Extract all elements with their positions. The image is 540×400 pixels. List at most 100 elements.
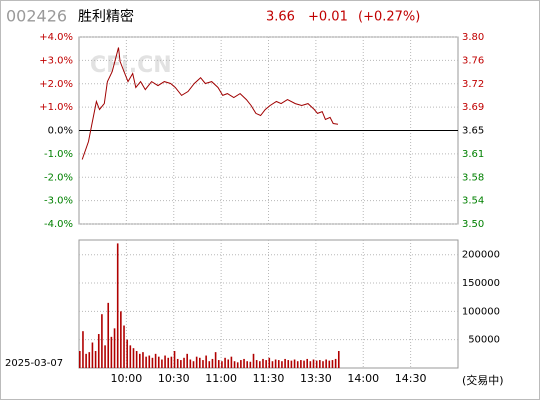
y2-tick-label: 3.69 bbox=[462, 102, 484, 113]
volume-bar bbox=[192, 361, 195, 368]
volume-bar bbox=[173, 351, 176, 368]
change-pct: (+0.27%) bbox=[358, 10, 420, 25]
y-tick-label: 0.0% bbox=[48, 126, 73, 137]
volume-bar bbox=[148, 355, 151, 368]
y2-tick-label: 3.58 bbox=[462, 172, 484, 183]
volume-bar bbox=[322, 361, 324, 368]
volume-bar bbox=[214, 352, 217, 368]
x-tick-label: 14:30 bbox=[395, 372, 427, 385]
volume-bar bbox=[135, 351, 138, 368]
date: 2025-03-07 bbox=[5, 358, 63, 369]
y-tick-label: +4.0% bbox=[39, 32, 73, 43]
volume-bar bbox=[101, 314, 103, 368]
volume-bar bbox=[97, 334, 100, 368]
volume-bar bbox=[337, 351, 340, 368]
volume-bar bbox=[284, 358, 286, 368]
x-tick-label: 11:00 bbox=[205, 372, 237, 385]
volume-bar bbox=[91, 342, 94, 368]
y-tick-label: 200000 bbox=[462, 250, 500, 261]
x-tick-label: 14:00 bbox=[347, 372, 379, 385]
y-tick-label: -2.0% bbox=[44, 172, 73, 183]
volume-bar bbox=[315, 360, 318, 368]
volume-bar bbox=[230, 356, 233, 368]
status: (交易中) bbox=[462, 373, 504, 387]
volume-bar bbox=[290, 360, 293, 368]
volume-bar bbox=[199, 357, 201, 368]
volume-bar bbox=[85, 353, 87, 368]
volume-bar bbox=[331, 360, 334, 368]
volume-bar bbox=[120, 311, 122, 368]
volume-bar bbox=[319, 360, 321, 368]
y-tick-label: 100000 bbox=[462, 306, 500, 317]
y-tick-label: -3.0% bbox=[44, 196, 73, 207]
y2-tick-label: 3.61 bbox=[462, 149, 484, 160]
volume-bar bbox=[132, 348, 135, 368]
volume-bar bbox=[255, 360, 258, 368]
volume-bar bbox=[268, 357, 271, 368]
volume-bar bbox=[142, 352, 144, 368]
volume-bar bbox=[252, 353, 255, 368]
volume-bar bbox=[113, 328, 116, 368]
volume-bar bbox=[271, 361, 274, 368]
volume-bar bbox=[151, 357, 154, 368]
volume-bar bbox=[325, 359, 327, 368]
volume-bar bbox=[296, 361, 299, 368]
watermark: CFi.CN bbox=[90, 53, 172, 78]
volume-bar bbox=[116, 243, 119, 368]
volume-bar bbox=[88, 352, 91, 368]
volume-bar bbox=[259, 361, 261, 368]
y-tick-label: -4.0% bbox=[44, 219, 73, 230]
volume-bar bbox=[79, 351, 81, 368]
volume-bar bbox=[236, 362, 239, 368]
volume-bar bbox=[293, 359, 296, 368]
volume-bar bbox=[240, 360, 242, 368]
volume-bar bbox=[277, 360, 280, 368]
volume-bar bbox=[145, 356, 147, 368]
volume-bar bbox=[300, 360, 302, 368]
volume-bar bbox=[303, 360, 305, 368]
x-tick-label: 11:30 bbox=[253, 372, 285, 385]
x-tick-label: 13:30 bbox=[300, 372, 332, 385]
y2-tick-label: 3.65 bbox=[462, 126, 484, 137]
change: +0.01 bbox=[308, 10, 348, 25]
volume-bar bbox=[195, 356, 198, 368]
y-tick-label: -1.0% bbox=[44, 149, 73, 160]
volume-bar bbox=[94, 351, 97, 368]
volume-bar bbox=[208, 361, 211, 368]
volume-bar bbox=[262, 358, 264, 368]
volume-bar bbox=[328, 360, 331, 368]
y2-tick-label: 3.72 bbox=[462, 79, 484, 90]
volume-bar bbox=[202, 360, 204, 368]
y-tick-label: 150000 bbox=[462, 278, 500, 289]
volume-bar bbox=[227, 359, 230, 368]
y2-tick-label: 3.80 bbox=[462, 32, 484, 43]
y2-tick-label: 3.54 bbox=[462, 196, 484, 207]
volume-bar bbox=[167, 357, 170, 368]
volume-bar bbox=[123, 325, 125, 368]
volume-bar bbox=[217, 360, 220, 368]
volume-bar bbox=[82, 331, 84, 368]
volume-bar bbox=[189, 359, 192, 368]
volume-bar bbox=[139, 353, 141, 368]
volume-bar bbox=[312, 359, 315, 368]
volume-bar bbox=[281, 361, 283, 368]
y-tick-label: 50000 bbox=[468, 335, 500, 346]
volume-bar bbox=[180, 360, 182, 368]
x-tick-label: 10:00 bbox=[111, 372, 143, 385]
y2-tick-label: 3.50 bbox=[462, 219, 484, 230]
volume-bar bbox=[211, 358, 214, 368]
volume-bar bbox=[265, 360, 267, 368]
volume-bar bbox=[104, 345, 106, 368]
volume-bar bbox=[274, 359, 277, 368]
stock-name: 胜利精密 bbox=[78, 8, 134, 25]
volume-bar bbox=[249, 361, 252, 368]
volume-bar bbox=[170, 356, 173, 368]
volume-bar bbox=[110, 336, 113, 368]
volume-bar bbox=[183, 357, 185, 368]
volume-bar bbox=[161, 359, 163, 368]
volume-bar bbox=[205, 355, 207, 368]
y-tick-label: +1.0% bbox=[39, 102, 73, 113]
x-tick-label: 10:30 bbox=[158, 372, 190, 385]
